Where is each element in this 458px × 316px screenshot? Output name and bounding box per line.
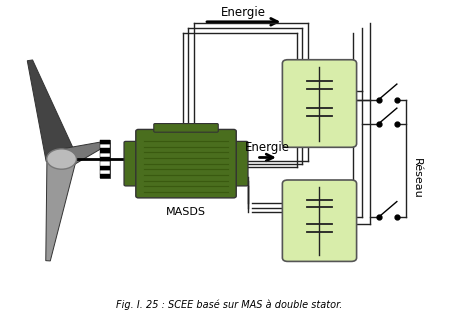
Bar bbox=[100, 140, 110, 144]
Text: MASDS: MASDS bbox=[166, 207, 206, 217]
Polygon shape bbox=[55, 141, 110, 168]
FancyBboxPatch shape bbox=[283, 60, 357, 147]
FancyBboxPatch shape bbox=[154, 124, 218, 132]
Bar bbox=[100, 161, 110, 166]
Bar bbox=[100, 166, 110, 170]
Bar bbox=[100, 157, 110, 161]
Text: Energie: Energie bbox=[221, 6, 266, 19]
Bar bbox=[100, 144, 110, 148]
Bar bbox=[100, 140, 110, 179]
Polygon shape bbox=[27, 60, 77, 161]
Bar bbox=[100, 170, 110, 174]
FancyBboxPatch shape bbox=[232, 141, 248, 186]
Bar bbox=[100, 174, 110, 179]
FancyBboxPatch shape bbox=[136, 130, 236, 198]
Text: Réseau: Réseau bbox=[412, 158, 422, 199]
FancyBboxPatch shape bbox=[124, 141, 140, 186]
Text: Energie: Energie bbox=[245, 141, 290, 155]
FancyBboxPatch shape bbox=[283, 180, 357, 261]
Text: Fig. I. 25 : SCEE basé sur MAS à double stator.: Fig. I. 25 : SCEE basé sur MAS à double … bbox=[116, 300, 342, 310]
Polygon shape bbox=[46, 158, 76, 261]
Circle shape bbox=[47, 149, 76, 169]
Bar bbox=[100, 153, 110, 157]
Bar bbox=[100, 148, 110, 153]
